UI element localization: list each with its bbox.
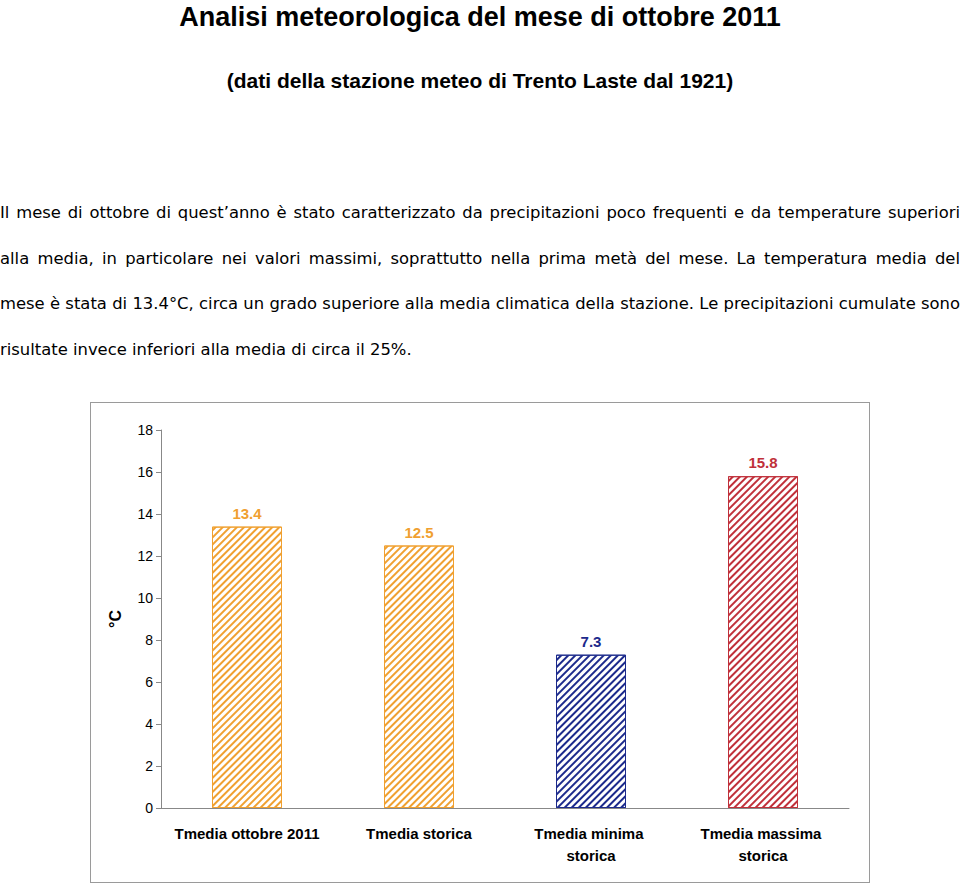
svg-text:0: 0 bbox=[145, 800, 153, 816]
svg-text:12: 12 bbox=[137, 548, 153, 564]
svg-text:storica: storica bbox=[566, 847, 616, 864]
svg-text:13.4: 13.4 bbox=[232, 505, 262, 522]
svg-text:7.3: 7.3 bbox=[581, 633, 602, 650]
svg-text:2: 2 bbox=[145, 758, 153, 774]
svg-text:4: 4 bbox=[145, 716, 153, 732]
svg-text:Tmedia massima: Tmedia massima bbox=[700, 825, 825, 842]
svg-text:6: 6 bbox=[145, 674, 153, 690]
svg-text:8: 8 bbox=[145, 632, 153, 648]
svg-text:16: 16 bbox=[137, 464, 153, 480]
svg-text:Tmedia minima: Tmedia minima bbox=[534, 825, 647, 842]
svg-text:12.5: 12.5 bbox=[404, 524, 433, 541]
html-text:(dati della stazione meteo di: (dati della stazione meteo di Trento Las… bbox=[226, 69, 734, 92]
html-text:Analisi meteorologica del mese: Analisi meteorologica del mese di ottobr… bbox=[179, 2, 781, 32]
svg-text:storica: storica bbox=[738, 847, 788, 864]
svg-text:14: 14 bbox=[137, 506, 153, 522]
svg-text:18: 18 bbox=[137, 422, 153, 438]
svg-text:Tmedia ottobre 2011: Tmedia ottobre 2011 bbox=[174, 825, 319, 842]
svg-text:10: 10 bbox=[137, 590, 153, 606]
html-text:Il mese di ottobre di quest’an: Il mese di ottobre di quest’anno è stato… bbox=[0, 203, 960, 359]
svg-text:Tmedia storica: Tmedia storica bbox=[366, 825, 473, 842]
svg-text:15.8: 15.8 bbox=[748, 454, 777, 471]
svg-text:°C: °C bbox=[107, 610, 124, 628]
